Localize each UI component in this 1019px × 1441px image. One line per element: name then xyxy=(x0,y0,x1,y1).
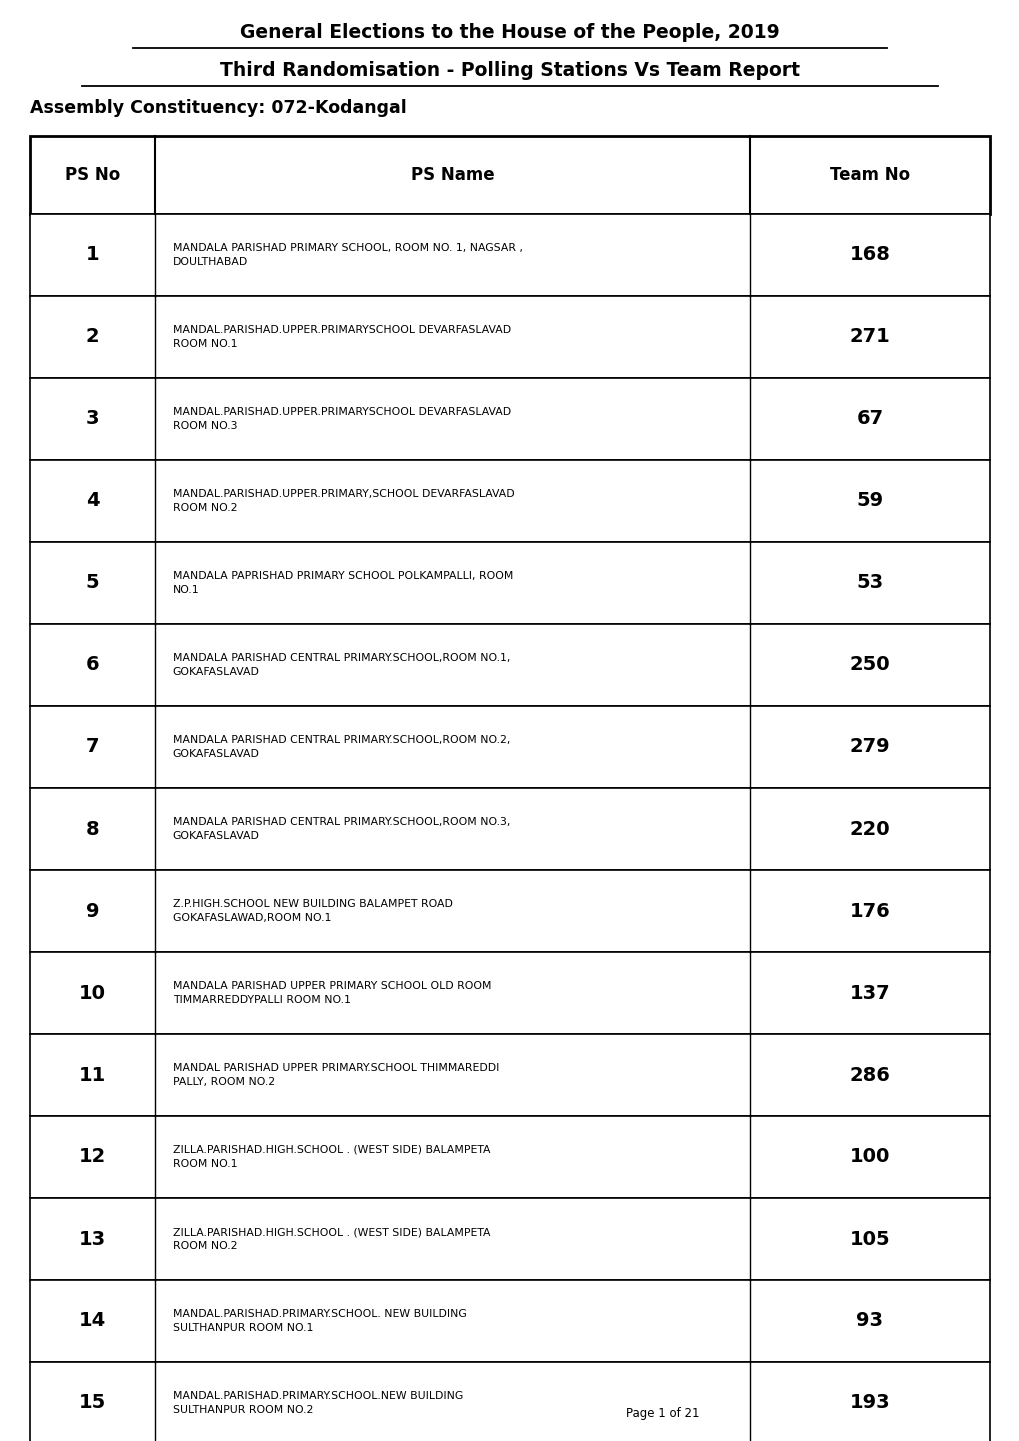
Bar xyxy=(30,1362,989,1441)
Text: 3: 3 xyxy=(86,409,99,428)
Bar xyxy=(30,378,989,460)
Text: MANDALA PARISHAD CENTRAL PRIMARY.SCHOOL,ROOM NO.3,
GOKAFASLAVAD: MANDALA PARISHAD CENTRAL PRIMARY.SCHOOL,… xyxy=(172,817,510,842)
Text: 5: 5 xyxy=(86,574,99,592)
Bar xyxy=(30,135,989,215)
Text: MANDAL.PARISHAD.UPPER.PRIMARYSCHOOL DEVARFASLAVAD
ROOM NO.1: MANDAL.PARISHAD.UPPER.PRIMARYSCHOOL DEVA… xyxy=(172,326,511,349)
Text: 279: 279 xyxy=(849,738,890,757)
Text: 250: 250 xyxy=(849,656,890,674)
Text: PS Name: PS Name xyxy=(411,166,494,184)
Text: Assembly Constituency: 072-Kodangal: Assembly Constituency: 072-Kodangal xyxy=(30,99,407,117)
Text: General Elections to the House of the People, 2019: General Elections to the House of the Pe… xyxy=(239,23,780,42)
Text: MANDALA PARISHAD UPPER PRIMARY SCHOOL OLD ROOM
TIMMARREDDYPALLI ROOM NO.1: MANDALA PARISHAD UPPER PRIMARY SCHOOL OL… xyxy=(172,981,491,1004)
Bar xyxy=(30,953,989,1035)
Bar xyxy=(30,215,989,295)
Bar xyxy=(30,460,989,542)
Bar xyxy=(30,624,989,706)
Bar xyxy=(30,1115,989,1197)
Text: 4: 4 xyxy=(86,491,99,510)
Text: Third Randomisation - Polling Stations Vs Team Report: Third Randomisation - Polling Stations V… xyxy=(220,62,799,81)
Text: 59: 59 xyxy=(856,491,882,510)
Text: 2: 2 xyxy=(86,327,99,346)
Text: 13: 13 xyxy=(78,1229,106,1248)
Bar xyxy=(30,788,989,870)
Text: PS No: PS No xyxy=(65,166,120,184)
Text: 15: 15 xyxy=(78,1393,106,1412)
Text: MANDAL.PARISHAD.UPPER.PRIMARY,SCHOOL DEVARFASLAVAD
ROOM NO.2: MANDAL.PARISHAD.UPPER.PRIMARY,SCHOOL DEV… xyxy=(172,488,514,513)
Text: 1: 1 xyxy=(86,245,99,265)
Text: 105: 105 xyxy=(849,1229,890,1248)
Text: Team No: Team No xyxy=(829,166,909,184)
Text: MANDAL.PARISHAD.PRIMARY.SCHOOL. NEW BUILDING
SULTHANPUR ROOM NO.1: MANDAL.PARISHAD.PRIMARY.SCHOOL. NEW BUIL… xyxy=(172,1308,466,1333)
Text: MANDALA PARISHAD CENTRAL PRIMARY.SCHOOL,ROOM NO.2,
GOKAFASLAVAD: MANDALA PARISHAD CENTRAL PRIMARY.SCHOOL,… xyxy=(172,735,510,759)
Text: 286: 286 xyxy=(849,1065,890,1085)
Text: ZILLA.PARISHAD.HIGH.SCHOOL . (WEST SIDE) BALAMPETA
ROOM NO.2: ZILLA.PARISHAD.HIGH.SCHOOL . (WEST SIDE)… xyxy=(172,1226,490,1251)
Text: 271: 271 xyxy=(849,327,890,346)
Text: 193: 193 xyxy=(849,1393,890,1412)
Bar xyxy=(30,1035,989,1115)
Text: 168: 168 xyxy=(849,245,890,265)
Text: 10: 10 xyxy=(78,984,106,1003)
Bar xyxy=(30,295,989,378)
Text: 14: 14 xyxy=(78,1311,106,1330)
Text: 176: 176 xyxy=(849,902,890,921)
Text: ZILLA.PARISHAD.HIGH.SCHOOL . (WEST SIDE) BALAMPETA
ROOM NO.1: ZILLA.PARISHAD.HIGH.SCHOOL . (WEST SIDE)… xyxy=(172,1146,490,1169)
Text: 53: 53 xyxy=(856,574,882,592)
Text: MANDAL.PARISHAD.UPPER.PRIMARYSCHOOL DEVARFASLAVAD
ROOM NO.3: MANDAL.PARISHAD.UPPER.PRIMARYSCHOOL DEVA… xyxy=(172,406,511,431)
Text: MANDALA PARISHAD PRIMARY SCHOOL, ROOM NO. 1, NAGSAR ,
DOULTHABAD: MANDALA PARISHAD PRIMARY SCHOOL, ROOM NO… xyxy=(172,244,523,267)
Bar xyxy=(30,870,989,953)
Bar xyxy=(30,1280,989,1362)
Text: MANDAL.PARISHAD.PRIMARY.SCHOOL.NEW BUILDING
SULTHANPUR ROOM NO.2: MANDAL.PARISHAD.PRIMARY.SCHOOL.NEW BUILD… xyxy=(172,1391,463,1415)
Text: 220: 220 xyxy=(849,820,890,839)
Text: MANDALA PAPRISHAD PRIMARY SCHOOL POLKAMPALLI, ROOM
NO.1: MANDALA PAPRISHAD PRIMARY SCHOOL POLKAMP… xyxy=(172,571,513,595)
Text: 137: 137 xyxy=(849,984,890,1003)
Text: 100: 100 xyxy=(849,1147,890,1167)
Text: 93: 93 xyxy=(856,1311,882,1330)
Text: 6: 6 xyxy=(86,656,99,674)
Text: 12: 12 xyxy=(78,1147,106,1167)
Text: MANDALA PARISHAD CENTRAL PRIMARY.SCHOOL,ROOM NO.1,
GOKAFASLAVAD: MANDALA PARISHAD CENTRAL PRIMARY.SCHOOL,… xyxy=(172,653,510,677)
Bar xyxy=(30,706,989,788)
Text: 67: 67 xyxy=(856,409,882,428)
Text: 11: 11 xyxy=(78,1065,106,1085)
Text: 7: 7 xyxy=(86,738,99,757)
Text: Z.P.HIGH.SCHOOL NEW BUILDING BALAMPET ROAD
GOKAFASLAWAD,ROOM NO.1: Z.P.HIGH.SCHOOL NEW BUILDING BALAMPET RO… xyxy=(172,899,452,924)
Bar xyxy=(30,542,989,624)
Bar xyxy=(30,1197,989,1280)
Text: MANDAL PARISHAD UPPER PRIMARY.SCHOOL THIMMAREDDI
PALLY, ROOM NO.2: MANDAL PARISHAD UPPER PRIMARY.SCHOOL THI… xyxy=(172,1063,498,1087)
Text: 9: 9 xyxy=(86,902,99,921)
Text: 8: 8 xyxy=(86,820,99,839)
Text: Page 1 of 21: Page 1 of 21 xyxy=(626,1406,699,1419)
